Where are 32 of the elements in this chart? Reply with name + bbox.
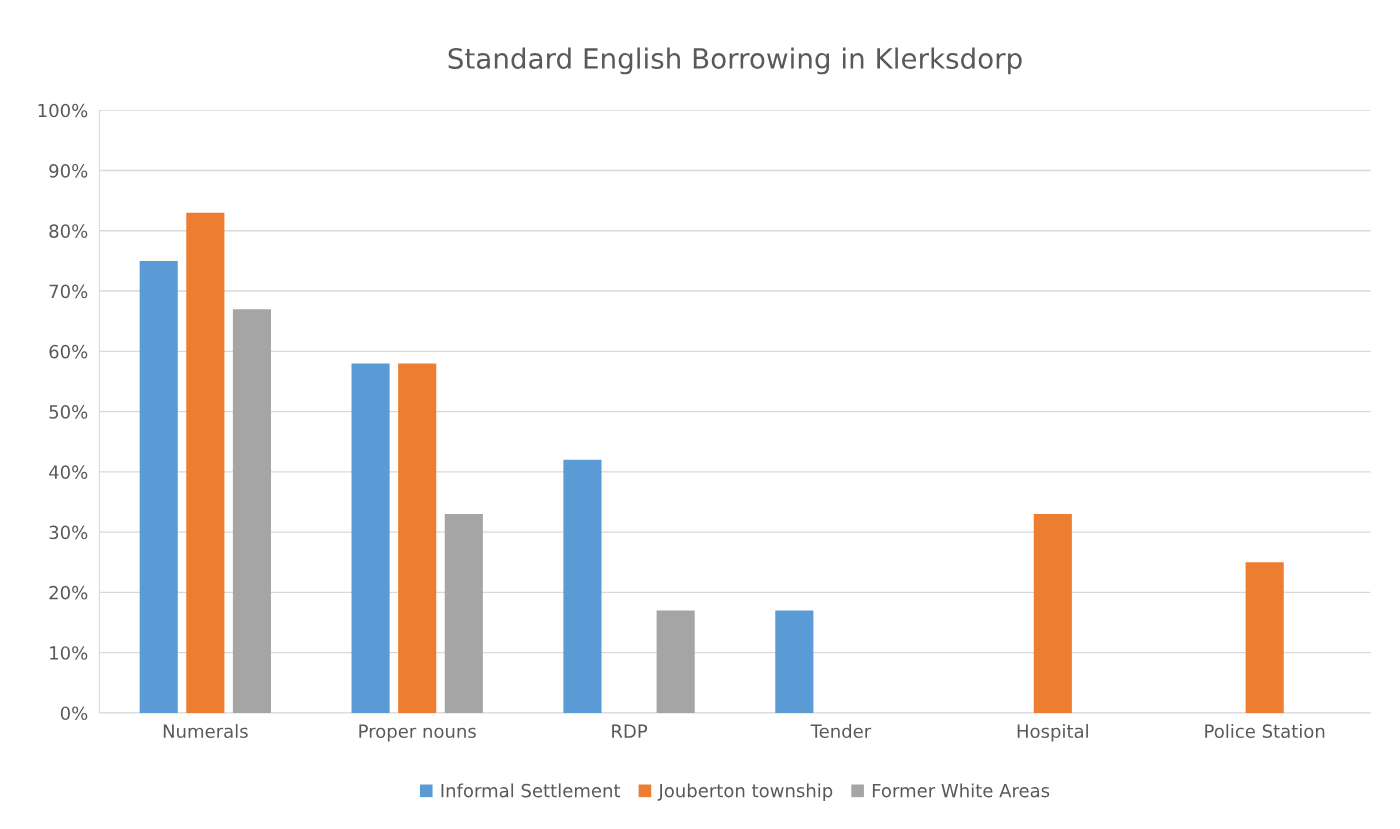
x-tick-label: Hospital	[1017, 724, 1088, 742]
y-tick-label: 20%	[49, 585, 88, 600]
x-tick-label: Numerals	[163, 724, 248, 739]
y-tick-label: 0%	[60, 706, 88, 721]
y-tick-label: 30%	[49, 525, 88, 540]
y-tick-label: 70%	[49, 284, 88, 299]
x-tick-label: RDP	[612, 724, 648, 738]
bar	[1033, 514, 1072, 713]
x-tick-label: Tender	[810, 724, 872, 739]
bar	[563, 459, 602, 713]
x-tick-label: Police Station	[1205, 724, 1325, 739]
y-tick-label: 100%	[38, 103, 88, 118]
y-tick-label: 50%	[49, 405, 88, 419]
y-tick-label: 10%	[50, 646, 88, 660]
bar	[775, 610, 814, 713]
bar	[139, 260, 178, 713]
bar	[351, 363, 390, 713]
legend-label: Jouberton township	[657, 783, 833, 801]
bar	[656, 610, 695, 713]
bar	[232, 309, 272, 713]
bar	[186, 212, 225, 713]
chart-title: Standard English Borrowing in Klerksdorp	[448, 47, 1022, 75]
y-tick-label: 60%	[49, 344, 88, 359]
legend-label: Informal Settlement	[441, 783, 621, 798]
bar	[398, 363, 437, 713]
y-tick-label: 40%	[49, 465, 88, 479]
bar	[1245, 562, 1284, 713]
y-tick-label: 90%	[49, 163, 88, 178]
legend-label: Former White Areas	[872, 783, 1050, 798]
bar	[444, 514, 483, 713]
x-tick-label: Proper nouns	[359, 724, 476, 742]
y-tick-label: 80%	[49, 224, 88, 238]
